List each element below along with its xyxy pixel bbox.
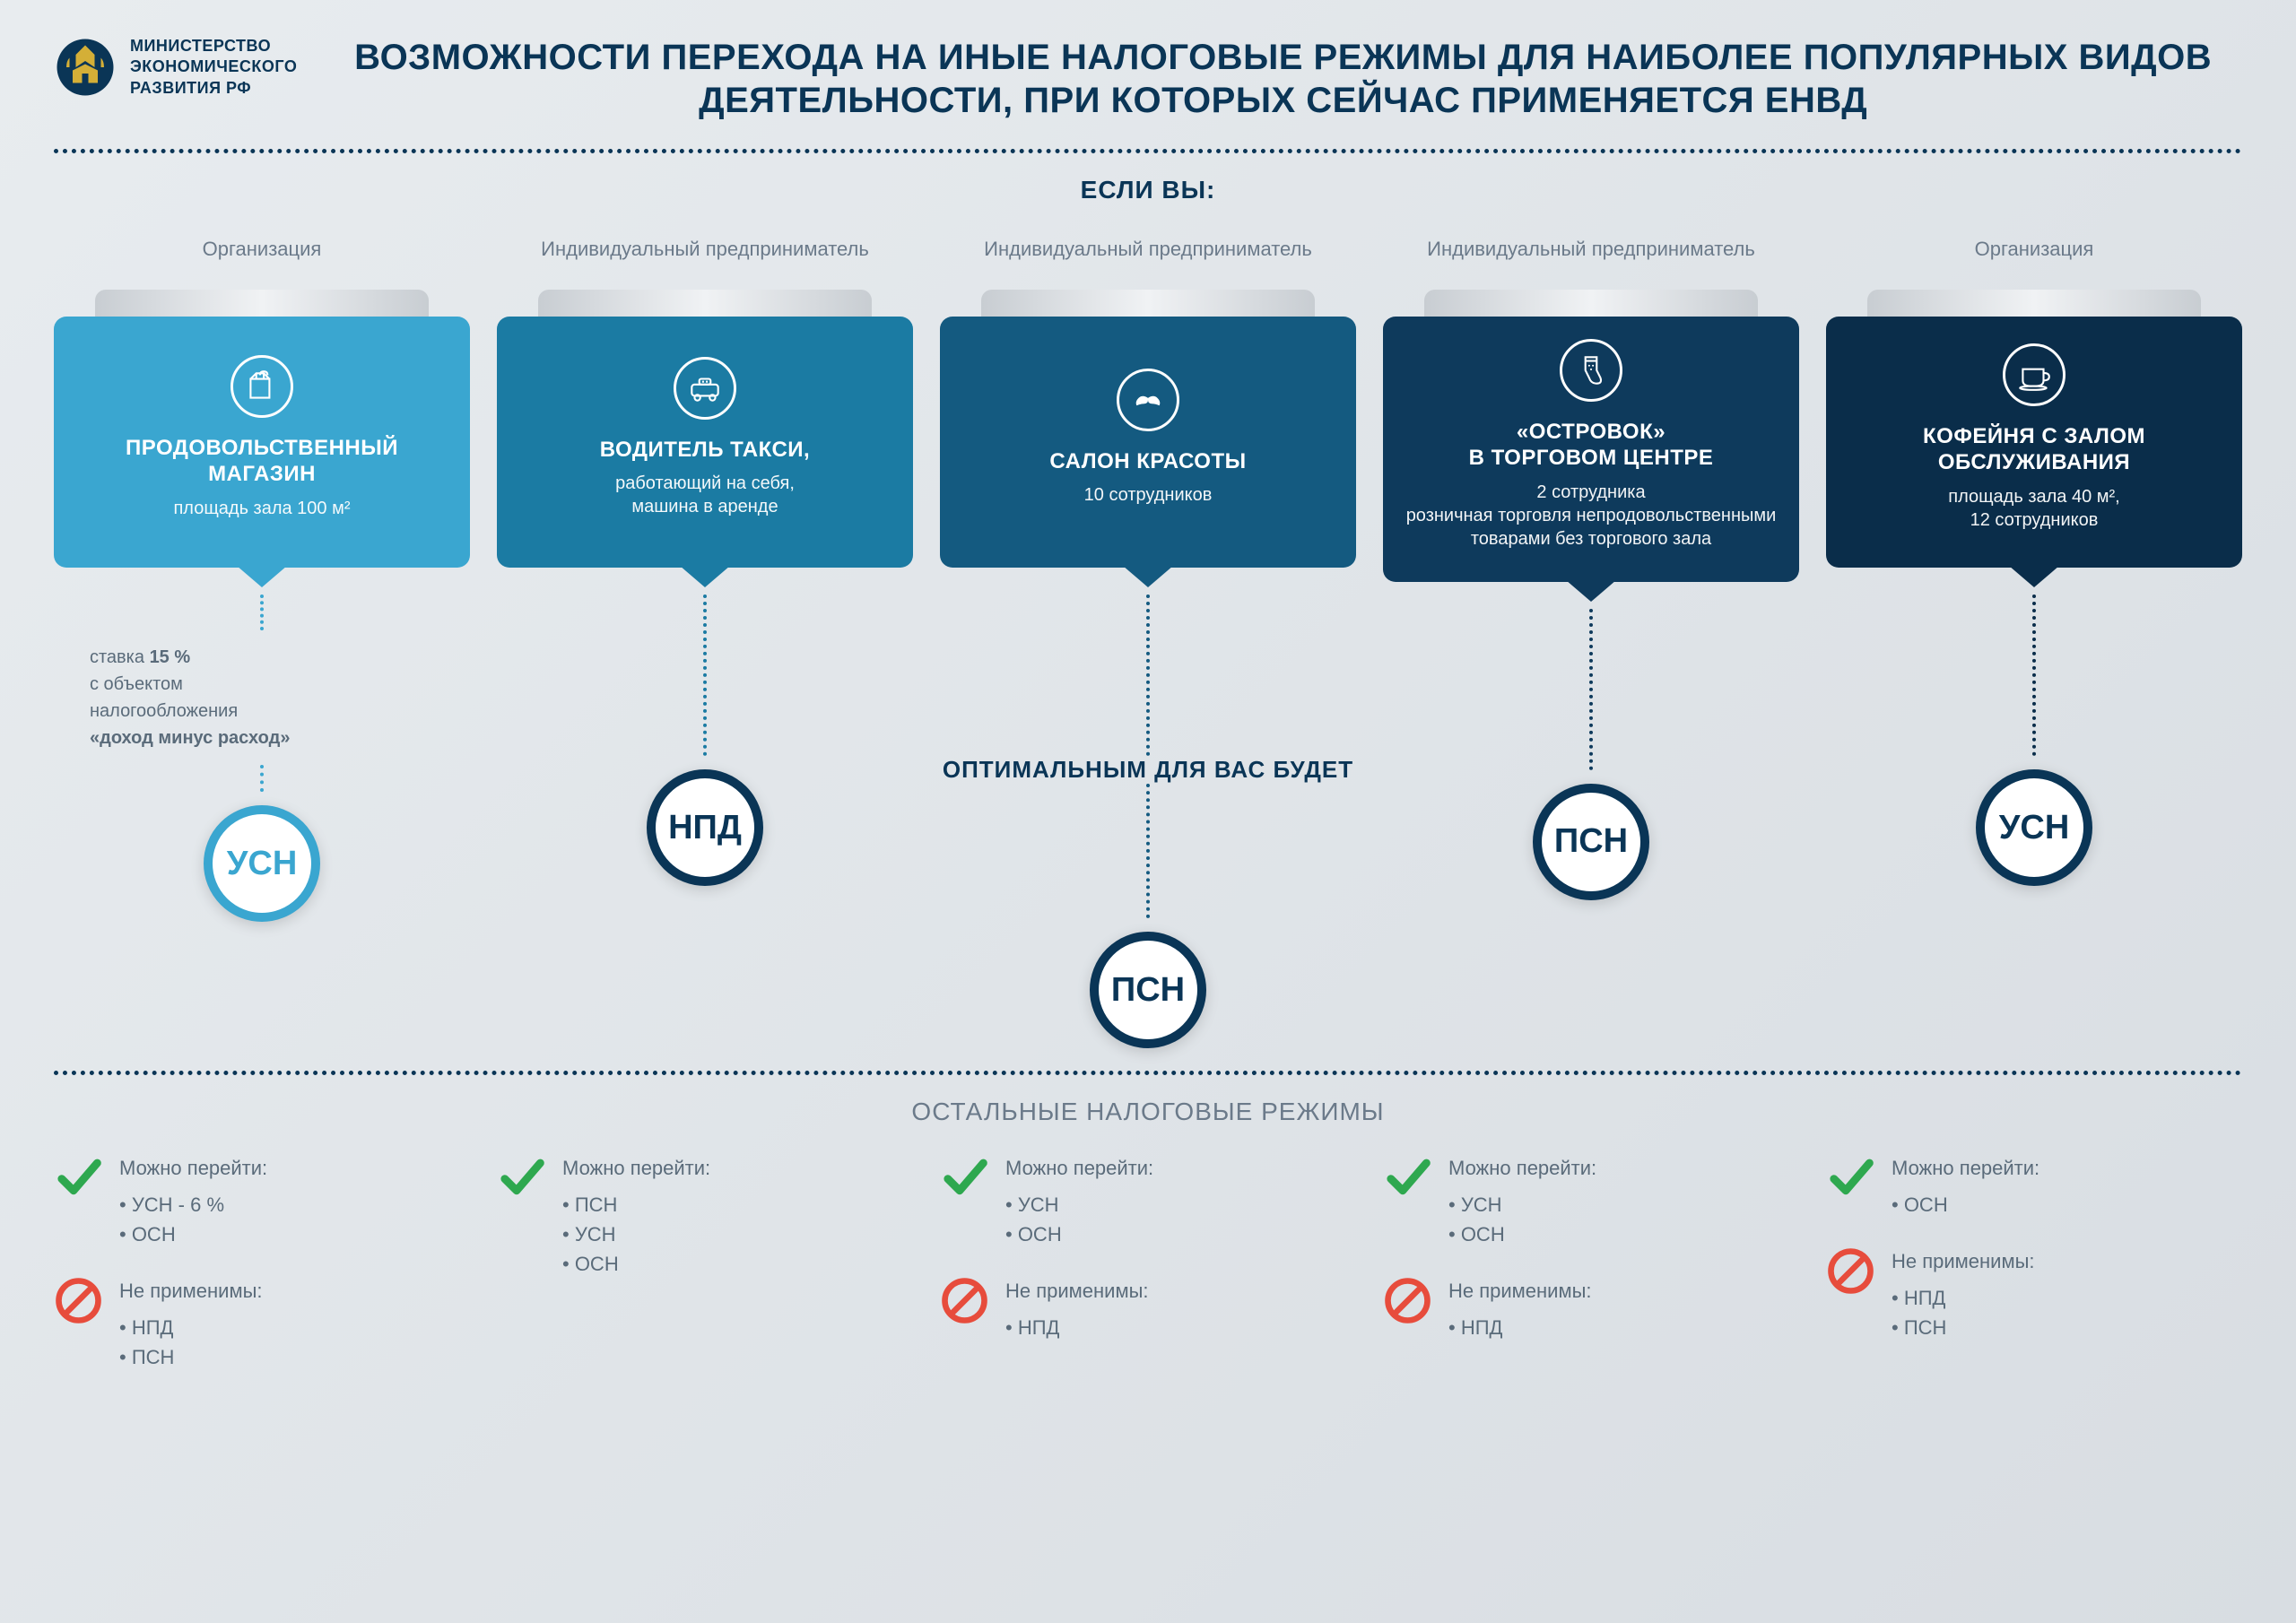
connector: НПД	[497, 595, 913, 886]
card-subtitle: площадь зала 40 м²,12 сотрудников	[1948, 485, 2119, 532]
can-switch-block: Можно перейти: • УСН• ОСН	[940, 1153, 1356, 1249]
card-subtitle: работающий на себя,машина в аренде	[615, 472, 795, 518]
not-applicable-block: Не применимы: • НПД• ПСН	[54, 1276, 470, 1372]
regime-badge: УСН	[204, 805, 320, 922]
check-icon	[1826, 1153, 1875, 1202]
connector: УСН	[1826, 595, 2242, 886]
card-subtitle: площадь зала 100 м²	[173, 497, 350, 520]
prohibit-icon	[1826, 1246, 1875, 1296]
if-you-label: ЕСЛИ ВЫ:	[54, 176, 2242, 204]
business-card: КОФЕЙНЯ С ЗАЛОМ ОБСЛУЖИВАНИЯ площадь зал…	[1826, 317, 2242, 568]
card-wrap: ВОДИТЕЛЬ ТАКСИ, работающий на себя,машин…	[497, 290, 913, 568]
grocery-icon	[230, 355, 293, 418]
regime-badge: ПСН	[1090, 932, 1206, 1048]
prohibit-icon	[54, 1276, 103, 1325]
regime-options-column: Можно перейти: • УСН• ОСН Не применимы: …	[1383, 1153, 1799, 1399]
prohibit-icon	[1383, 1276, 1432, 1325]
card-wrap: «ОСТРОВОК»В ТОРГОВОМ ЦЕНТРЕ 2 сотрудника…	[1383, 290, 1799, 582]
other-regimes-label: ОСТАЛЬНЫЕ НАЛОГОВЫЕ РЕЖИМЫ	[54, 1098, 2242, 1126]
check-icon	[54, 1153, 103, 1202]
check-icon	[940, 1153, 989, 1202]
divider	[54, 149, 2242, 153]
regime-badge: ПСН	[1533, 784, 1649, 900]
card-title: КОФЕЙНЯ С ЗАЛОМ ОБСЛУЖИВАНИЯ	[1844, 424, 2224, 476]
card-subtitle: 10 сотрудников	[1084, 483, 1213, 507]
card-title: САЛОН КРАСОТЫ	[1049, 449, 1246, 475]
not-applicable-text: Не применимы: • НПД	[1448, 1276, 1592, 1342]
coffee-icon	[2003, 343, 2066, 406]
can-switch-text: Можно перейти: • УСН• ОСН	[1448, 1153, 1596, 1249]
entity-type: Индивидуальный предприниматель	[984, 222, 1312, 276]
check-icon	[1383, 1153, 1432, 1202]
card-wrap: ПРОДОВОЛЬСТВЕННЫЙ МАГАЗИН площадь зала 1…	[54, 290, 470, 568]
regime-options-column: Можно перейти: • УСН• ОСН Не применимы: …	[940, 1153, 1356, 1399]
header: МИНИСТЕРСТВО ЭКОНОМИЧЕСКОГО РАЗВИТИЯ РФ …	[54, 36, 2242, 122]
not-applicable-text: Не применимы: • НПД• ПСН	[119, 1276, 263, 1372]
taxi-icon	[674, 357, 736, 420]
entity-type: Организация	[1975, 222, 2094, 276]
can-switch-block: Можно перейти: • УСН - 6 %• ОСН	[54, 1153, 470, 1249]
business-column: Организация КОФЕЙНЯ С ЗАЛОМ ОБСЛУЖИВАНИЯ…	[1826, 222, 2242, 1048]
business-column: Организация ПРОДОВОЛЬСТВЕННЫЙ МАГАЗИН пл…	[54, 222, 470, 1048]
check-icon	[497, 1153, 546, 1202]
bottom-row: Можно перейти: • УСН - 6 %• ОСН Не приме…	[54, 1153, 2242, 1399]
can-switch-text: Можно перейти: • УСН• ОСН	[1005, 1153, 1153, 1249]
not-applicable-block: Не применимы: • НПД	[940, 1276, 1356, 1342]
business-card: ВОДИТЕЛЬ ТАКСИ, работающий на себя,машин…	[497, 317, 913, 568]
regime-badge: УСН	[1976, 769, 2092, 886]
main-title: ВОЗМОЖНОСТИ ПЕРЕХОДА НА ИНЫЕ НАЛОГОВЫЕ Р…	[324, 36, 2242, 122]
not-applicable-block: Не применимы: • НПД• ПСН	[1826, 1246, 2242, 1342]
business-column: Индивидуальный предприниматель «ОСТРОВОК…	[1383, 222, 1799, 1048]
not-applicable-text: Не применимы: • НПД• ПСН	[1892, 1246, 2035, 1342]
sock-icon	[1560, 339, 1622, 402]
can-switch-text: Можно перейти: • УСН - 6 %• ОСН	[119, 1153, 267, 1249]
entity-type: Индивидуальный предприниматель	[1427, 222, 1755, 276]
ministry-name: МИНИСТЕРСТВО ЭКОНОМИЧЕСКОГО РАЗВИТИЯ РФ	[130, 36, 297, 99]
can-switch-block: Можно перейти: • ОСН	[1826, 1153, 2242, 1219]
connector: ставка 15 %с объектомналогообложения«дох…	[54, 595, 470, 922]
regime-options-column: Можно перейти: • ПСН• УСН• ОСН	[497, 1153, 913, 1399]
connector: ОПТИМАЛЬНЫМ ДЛЯ ВАС БУДЕТ ПСН	[940, 595, 1356, 1048]
connector: ПСН	[1383, 609, 1799, 900]
business-card: «ОСТРОВОК»В ТОРГОВОМ ЦЕНТРЕ 2 сотрудника…	[1383, 317, 1799, 582]
mustache-icon	[1117, 369, 1179, 431]
card-subtitle: 2 сотрудникарозничная торговля непродово…	[1401, 481, 1781, 551]
can-switch-block: Можно перейти: • ПСН• УСН• ОСН	[497, 1153, 913, 1279]
entity-type: Индивидуальный предприниматель	[541, 222, 869, 276]
regime-options-column: Можно перейти: • ОСН Не применимы: • НПД…	[1826, 1153, 2242, 1399]
can-switch-text: Можно перейти: • ОСН	[1892, 1153, 2039, 1219]
optimal-label: ОПТИМАЛЬНЫМ ДЛЯ ВАС БУДЕТ	[943, 756, 1353, 784]
extra-info: ставка 15 %с объектомналогообложения«дох…	[90, 630, 290, 765]
card-title: ПРОДОВОЛЬСТВЕННЫЙ МАГАЗИН	[72, 436, 452, 488]
not-applicable-text: Не применимы: • НПД	[1005, 1276, 1149, 1342]
card-title: «ОСТРОВОК»В ТОРГОВОМ ЦЕНТРЕ	[1469, 420, 1714, 472]
business-column: Индивидуальный предприниматель ВОДИТЕЛЬ …	[497, 222, 913, 1048]
business-card: САЛОН КРАСОТЫ 10 сотрудников	[940, 317, 1356, 568]
emblem-icon	[54, 36, 117, 99]
business-columns: Организация ПРОДОВОЛЬСТВЕННЫЙ МАГАЗИН пл…	[54, 222, 2242, 1048]
regime-badge: НПД	[647, 769, 763, 886]
card-wrap: САЛОН КРАСОТЫ 10 сотрудников	[940, 290, 1356, 568]
regime-options-column: Можно перейти: • УСН - 6 %• ОСН Не приме…	[54, 1153, 470, 1399]
prohibit-icon	[940, 1276, 989, 1325]
entity-type: Организация	[203, 222, 322, 276]
card-wrap: КОФЕЙНЯ С ЗАЛОМ ОБСЛУЖИВАНИЯ площадь зал…	[1826, 290, 2242, 568]
business-card: ПРОДОВОЛЬСТВЕННЫЙ МАГАЗИН площадь зала 1…	[54, 317, 470, 568]
business-column: Индивидуальный предприниматель САЛОН КРА…	[940, 222, 1356, 1048]
logo-block: МИНИСТЕРСТВО ЭКОНОМИЧЕСКОГО РАЗВИТИЯ РФ	[54, 36, 297, 99]
divider	[54, 1071, 2242, 1075]
not-applicable-block: Не применимы: • НПД	[1383, 1276, 1799, 1342]
can-switch-block: Можно перейти: • УСН• ОСН	[1383, 1153, 1799, 1249]
card-title: ВОДИТЕЛЬ ТАКСИ,	[600, 438, 810, 464]
can-switch-text: Можно перейти: • ПСН• УСН• ОСН	[562, 1153, 710, 1279]
